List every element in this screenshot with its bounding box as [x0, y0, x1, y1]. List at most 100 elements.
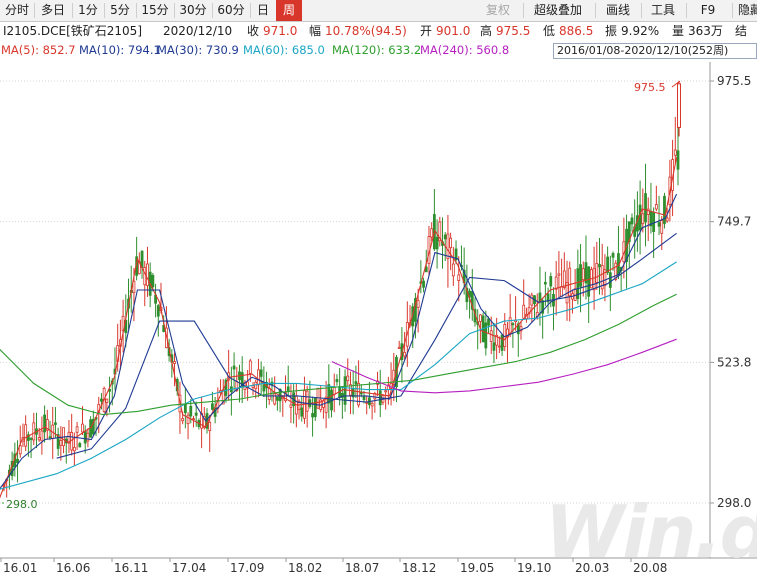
candle-body	[81, 423, 84, 433]
candle-body	[611, 253, 615, 258]
period-tab-3[interactable]: 5分	[110, 3, 130, 17]
toolbar-action-2[interactable]: 画线	[605, 3, 630, 17]
candle-body	[568, 267, 572, 297]
max-price-label: 975.5	[634, 81, 666, 94]
candle-body	[446, 233, 450, 260]
candle-body	[289, 404, 293, 408]
candle-body	[657, 222, 661, 227]
close-value: 971.0	[263, 24, 298, 38]
candle-body	[430, 228, 434, 238]
candle-body	[29, 438, 33, 440]
change-caption: 幅	[309, 24, 322, 38]
period-tab-7[interactable]: 日	[256, 3, 269, 17]
candle-body	[424, 266, 428, 273]
toolbar-action-5[interactable]: 隐藏	[737, 3, 757, 17]
candle-body	[26, 434, 30, 441]
candle-body	[484, 322, 488, 349]
ma-line-ma5	[0, 157, 678, 499]
toolbar-separator	[34, 3, 35, 18]
candle-body	[211, 403, 214, 410]
period-tab-0[interactable]: 分时	[4, 3, 29, 17]
ma-legend-item: MA(30): 730.9	[157, 43, 239, 57]
period-tab-4[interactable]: 15分	[141, 3, 169, 17]
candle-body	[183, 404, 187, 414]
candle-body	[32, 422, 36, 441]
ma-legend-item: MA(240): 560.8	[420, 43, 510, 57]
toolbar-action-1[interactable]: 超级叠加	[533, 3, 582, 17]
candle-body	[202, 416, 206, 429]
date-range-label[interactable]: 2016/01/08-2020/12/10(252周)	[553, 43, 757, 59]
candle-body	[189, 405, 193, 417]
candle-body	[443, 234, 447, 240]
y-tick-label: 975.5	[717, 74, 751, 88]
period-toolbar: 分时 多日 1分 5分 15分 30分 60分日周 复权 超级叠加 画线 工具 F9 隐藏	[0, 0, 757, 22]
period-tab-6[interactable]: 60分	[217, 3, 245, 17]
candle-body	[259, 369, 263, 377]
candle-body	[397, 346, 401, 349]
candle-body	[587, 266, 591, 297]
candle-body	[91, 419, 95, 435]
candle-body	[489, 330, 493, 342]
candle-body	[208, 421, 212, 432]
candle-body	[500, 334, 504, 351]
candle-body	[151, 274, 155, 288]
candle-body	[300, 407, 304, 417]
settlement-caption: 结	[735, 24, 748, 38]
candle-body	[470, 291, 474, 310]
candle-body	[546, 293, 550, 303]
candle-body	[173, 361, 176, 364]
candle-body	[422, 280, 425, 288]
candle-body	[608, 272, 612, 288]
toolbar-separator	[641, 3, 642, 18]
candle-body	[78, 443, 82, 448]
candle-body	[603, 269, 607, 286]
y-tick-label: 523.8	[717, 355, 751, 369]
candle-body	[644, 193, 647, 223]
ma-line-ma10	[0, 193, 678, 490]
volume-value: 363万	[688, 24, 723, 38]
candle-body	[45, 419, 49, 431]
change-value: 10.78%(94.5)	[325, 24, 407, 38]
candle-body	[54, 422, 57, 425]
candle-body	[224, 379, 228, 396]
candle-body	[284, 392, 287, 402]
candle-body	[646, 208, 650, 215]
candle-body	[497, 345, 501, 348]
period-tab-5[interactable]: 30分	[179, 3, 207, 17]
candle-body	[654, 204, 658, 210]
candle-body	[257, 369, 260, 386]
candle-body	[311, 413, 314, 418]
x-tick-label: 17.04	[172, 561, 206, 575]
toolbar-action-4[interactable]: F9	[700, 3, 716, 17]
y-tick-label: 298.0	[717, 496, 751, 510]
candle-body	[75, 426, 79, 433]
ma-line-ma120	[0, 293, 677, 416]
candle-body	[457, 274, 461, 282]
candle-body	[351, 388, 355, 398]
candle-body	[359, 392, 363, 395]
candle-body	[67, 431, 71, 444]
candle-body	[273, 393, 277, 405]
toolbar-action-3[interactable]: 工具	[650, 3, 675, 17]
candle-body	[454, 248, 458, 261]
candle-body	[541, 300, 545, 314]
candle-body	[72, 446, 76, 452]
x-tick-label: 18.02	[288, 561, 322, 575]
candle-body	[349, 384, 352, 396]
period-tab-1[interactable]: 多日	[40, 3, 65, 17]
toolbar-action-0[interactable]: 复权	[485, 3, 510, 17]
high-caption: 高	[480, 24, 493, 38]
candle-body	[194, 412, 198, 416]
period-tab-2[interactable]: 1分	[78, 3, 98, 17]
toolbar-separator	[72, 3, 73, 18]
candle-body	[492, 342, 496, 351]
candle-body	[262, 384, 266, 392]
candle-body	[384, 390, 388, 393]
candle-body	[638, 204, 642, 231]
amplitude-caption: 振	[605, 24, 618, 38]
ma-line-ma60	[0, 261, 677, 490]
candle-body	[192, 418, 195, 420]
candle-body	[641, 213, 645, 225]
period-tab-8[interactable]: 周	[276, 0, 302, 21]
